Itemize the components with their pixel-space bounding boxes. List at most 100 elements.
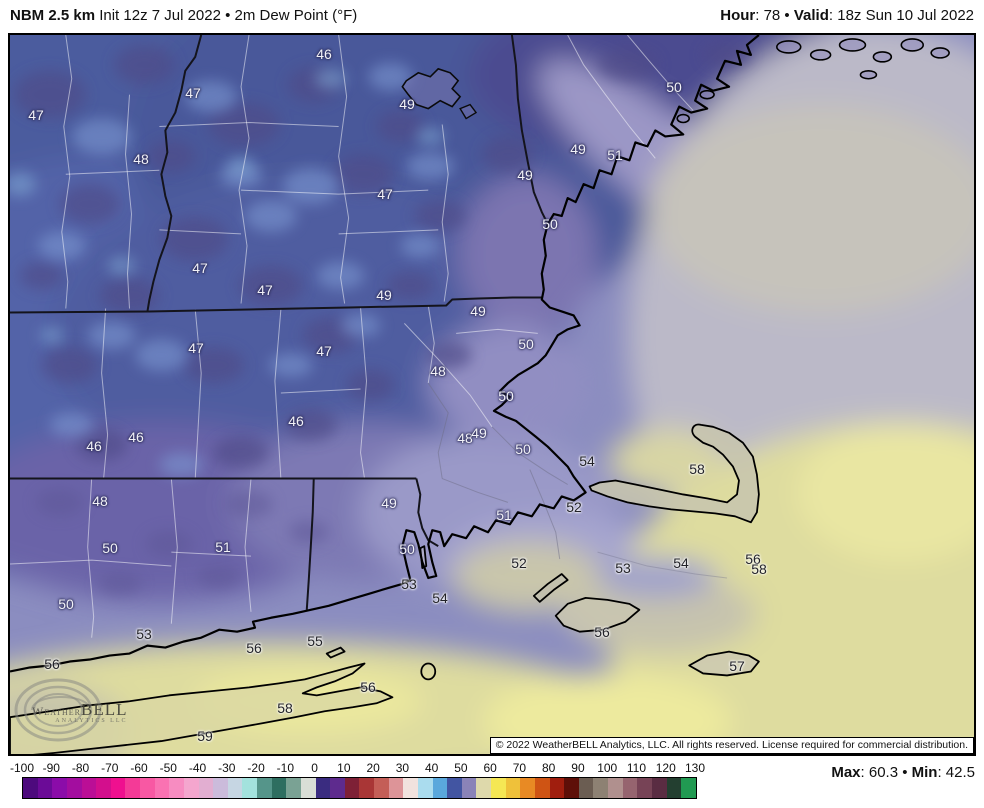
colorbar-segment [125, 778, 140, 798]
dewpoint-value-label: 47 [28, 107, 44, 123]
colorbar-tick-label: 100 [597, 761, 618, 775]
colorbar-tick-label: 30 [395, 761, 410, 775]
ct-mottle-blobs [35, 488, 329, 596]
colorbar-segment [505, 778, 521, 798]
colorbar-segment [622, 778, 638, 798]
colorbar-tick-label: -60 [130, 761, 148, 775]
dewpoint-value-label: 56 [594, 624, 610, 640]
dewpoint-field-map [10, 35, 974, 754]
bright-mottle-blobs [10, 68, 445, 344]
block-island [420, 662, 437, 681]
colorbar-segment [140, 778, 155, 798]
colorbar-tick-label: 0 [311, 761, 318, 775]
page-title: NBM 2.5 km Init 12z 7 Jul 2022 • 2m Dew … [10, 7, 357, 24]
colorbar-tick-label: -80 [71, 761, 90, 775]
colorbar-tick-label: -30 [218, 761, 236, 775]
colorbar-segment [374, 778, 389, 798]
colorbar-segment [344, 778, 360, 798]
colorbar-segment [417, 778, 433, 798]
state-boundaries [10, 35, 549, 610]
dewpoint-value-label: 46 [316, 46, 332, 62]
colorbar-segment [593, 778, 608, 798]
valid-value: : 18z Sun 10 Jul 2022 [828, 7, 974, 24]
colorbar-tick-label: 110 [626, 761, 647, 775]
dewpoint-value-label: 47 [192, 260, 208, 276]
dewpoint-value-label: 47 [377, 186, 393, 202]
colorbar-segment [666, 778, 682, 798]
colorbar-segment [300, 778, 316, 798]
dewpoint-value-label: 56 [360, 679, 376, 695]
header-bar: NBM 2.5 km Init 12z 7 Jul 2022 • 2m Dew … [0, 0, 984, 32]
dewpoint-value-label: 51 [607, 147, 623, 163]
colorbar-tick-label: -50 [159, 761, 177, 775]
colorbar-tick-label: -20 [247, 761, 265, 775]
dewpoint-value-label: 54 [579, 453, 595, 469]
colorbar-segment [154, 778, 170, 798]
colorbar-segment [681, 778, 696, 798]
colorbar-segment [66, 778, 82, 798]
nh-me-border [510, 35, 549, 225]
dewpoint-value-label: 47 [185, 85, 201, 101]
county-boundaries [10, 35, 694, 638]
lake-winnipesaukee [401, 67, 478, 120]
colorbar-segment [198, 778, 214, 798]
colorbar-tick-label: 80 [542, 761, 556, 775]
colorbar-segment [183, 778, 199, 798]
colorbar [22, 777, 697, 799]
light-mottle-blobs [37, 62, 455, 477]
colorbar-segment [330, 778, 345, 798]
colorbar-tick-label: -100 [9, 761, 35, 775]
colorbar-tick-label: -90 [42, 761, 60, 775]
colorbar-segment [81, 778, 97, 798]
valid-label: Valid [793, 7, 829, 24]
min-label: Min [911, 764, 938, 781]
dewpoint-value-label: 47 [316, 343, 332, 359]
colorbar-tick-label: 70 [512, 761, 527, 775]
dewpoint-value-label: 47 [257, 282, 273, 298]
colorbar-tick-label: -70 [101, 761, 119, 775]
ma-north-border [10, 296, 542, 314]
hour-value: : 78 • [755, 7, 794, 24]
dewpoint-value-label: 54 [673, 555, 689, 571]
max-value: : 60.3 • [860, 764, 912, 781]
colorbar-tick-label: 50 [454, 761, 468, 775]
colorbar-segment [564, 778, 579, 798]
cape-cod [588, 423, 760, 524]
dewpoint-value-label: 53 [136, 626, 152, 642]
dewpoint-value-label: 50 [518, 336, 534, 352]
dewpoint-labels-layer: 46 47 49 47 50 48 49 51 49 47 50 47 47 49 49 50 47 47 48 50… [10, 35, 974, 754]
dewpoint-value-label: 46 [128, 429, 144, 445]
dewpoint-value-label: 48 [133, 151, 149, 167]
footer-bar: -100 -90 -80 -70 -60 -50 -40 -30 -20 -10 0 10 20 30 40… [0, 758, 984, 808]
copyright-notice: © 2022 WeatherBELL Analytics, LLC. All r… [489, 737, 974, 754]
dewpoint-value-label: 56 [745, 551, 761, 567]
colorbar-segment [257, 778, 272, 798]
dewpoint-value-label: 51 [496, 507, 512, 523]
colorbar-segment [637, 778, 652, 798]
marthas-vineyard [554, 596, 641, 633]
dewpoint-value-label: 58 [751, 561, 767, 577]
dewpoint-value-label: 48 [430, 363, 446, 379]
colorbar-segment [169, 778, 184, 798]
dark-mottle-blobs [13, 42, 751, 469]
colorbar-segment [271, 778, 287, 798]
max-label: Max [831, 764, 861, 781]
colorbar-segment [534, 778, 550, 798]
init-and-parameter: Init 12z 7 Jul 2022 • 2m Dew Point (°F) [99, 7, 358, 24]
dewpoint-value-label: 53 [615, 560, 631, 576]
dewpoint-value-label: 53 [401, 576, 417, 592]
dewpoint-value-label: 49 [376, 287, 392, 303]
colorbar-segment [242, 778, 257, 798]
dewpoint-value-label: 51 [215, 539, 231, 555]
dewpoint-value-label: 46 [288, 413, 304, 429]
colorbar-segment [549, 778, 565, 798]
colorbar-tick-label: 60 [483, 761, 497, 775]
colorbar-segment [23, 778, 38, 798]
dewpoint-value-label: 50 [102, 540, 118, 556]
county-boundaries-light [427, 382, 728, 579]
colorbar-segment [432, 778, 448, 798]
dewpoint-value-label: 50 [498, 388, 514, 404]
colorbar-segment [213, 778, 228, 798]
colorbar-segment [578, 778, 594, 798]
